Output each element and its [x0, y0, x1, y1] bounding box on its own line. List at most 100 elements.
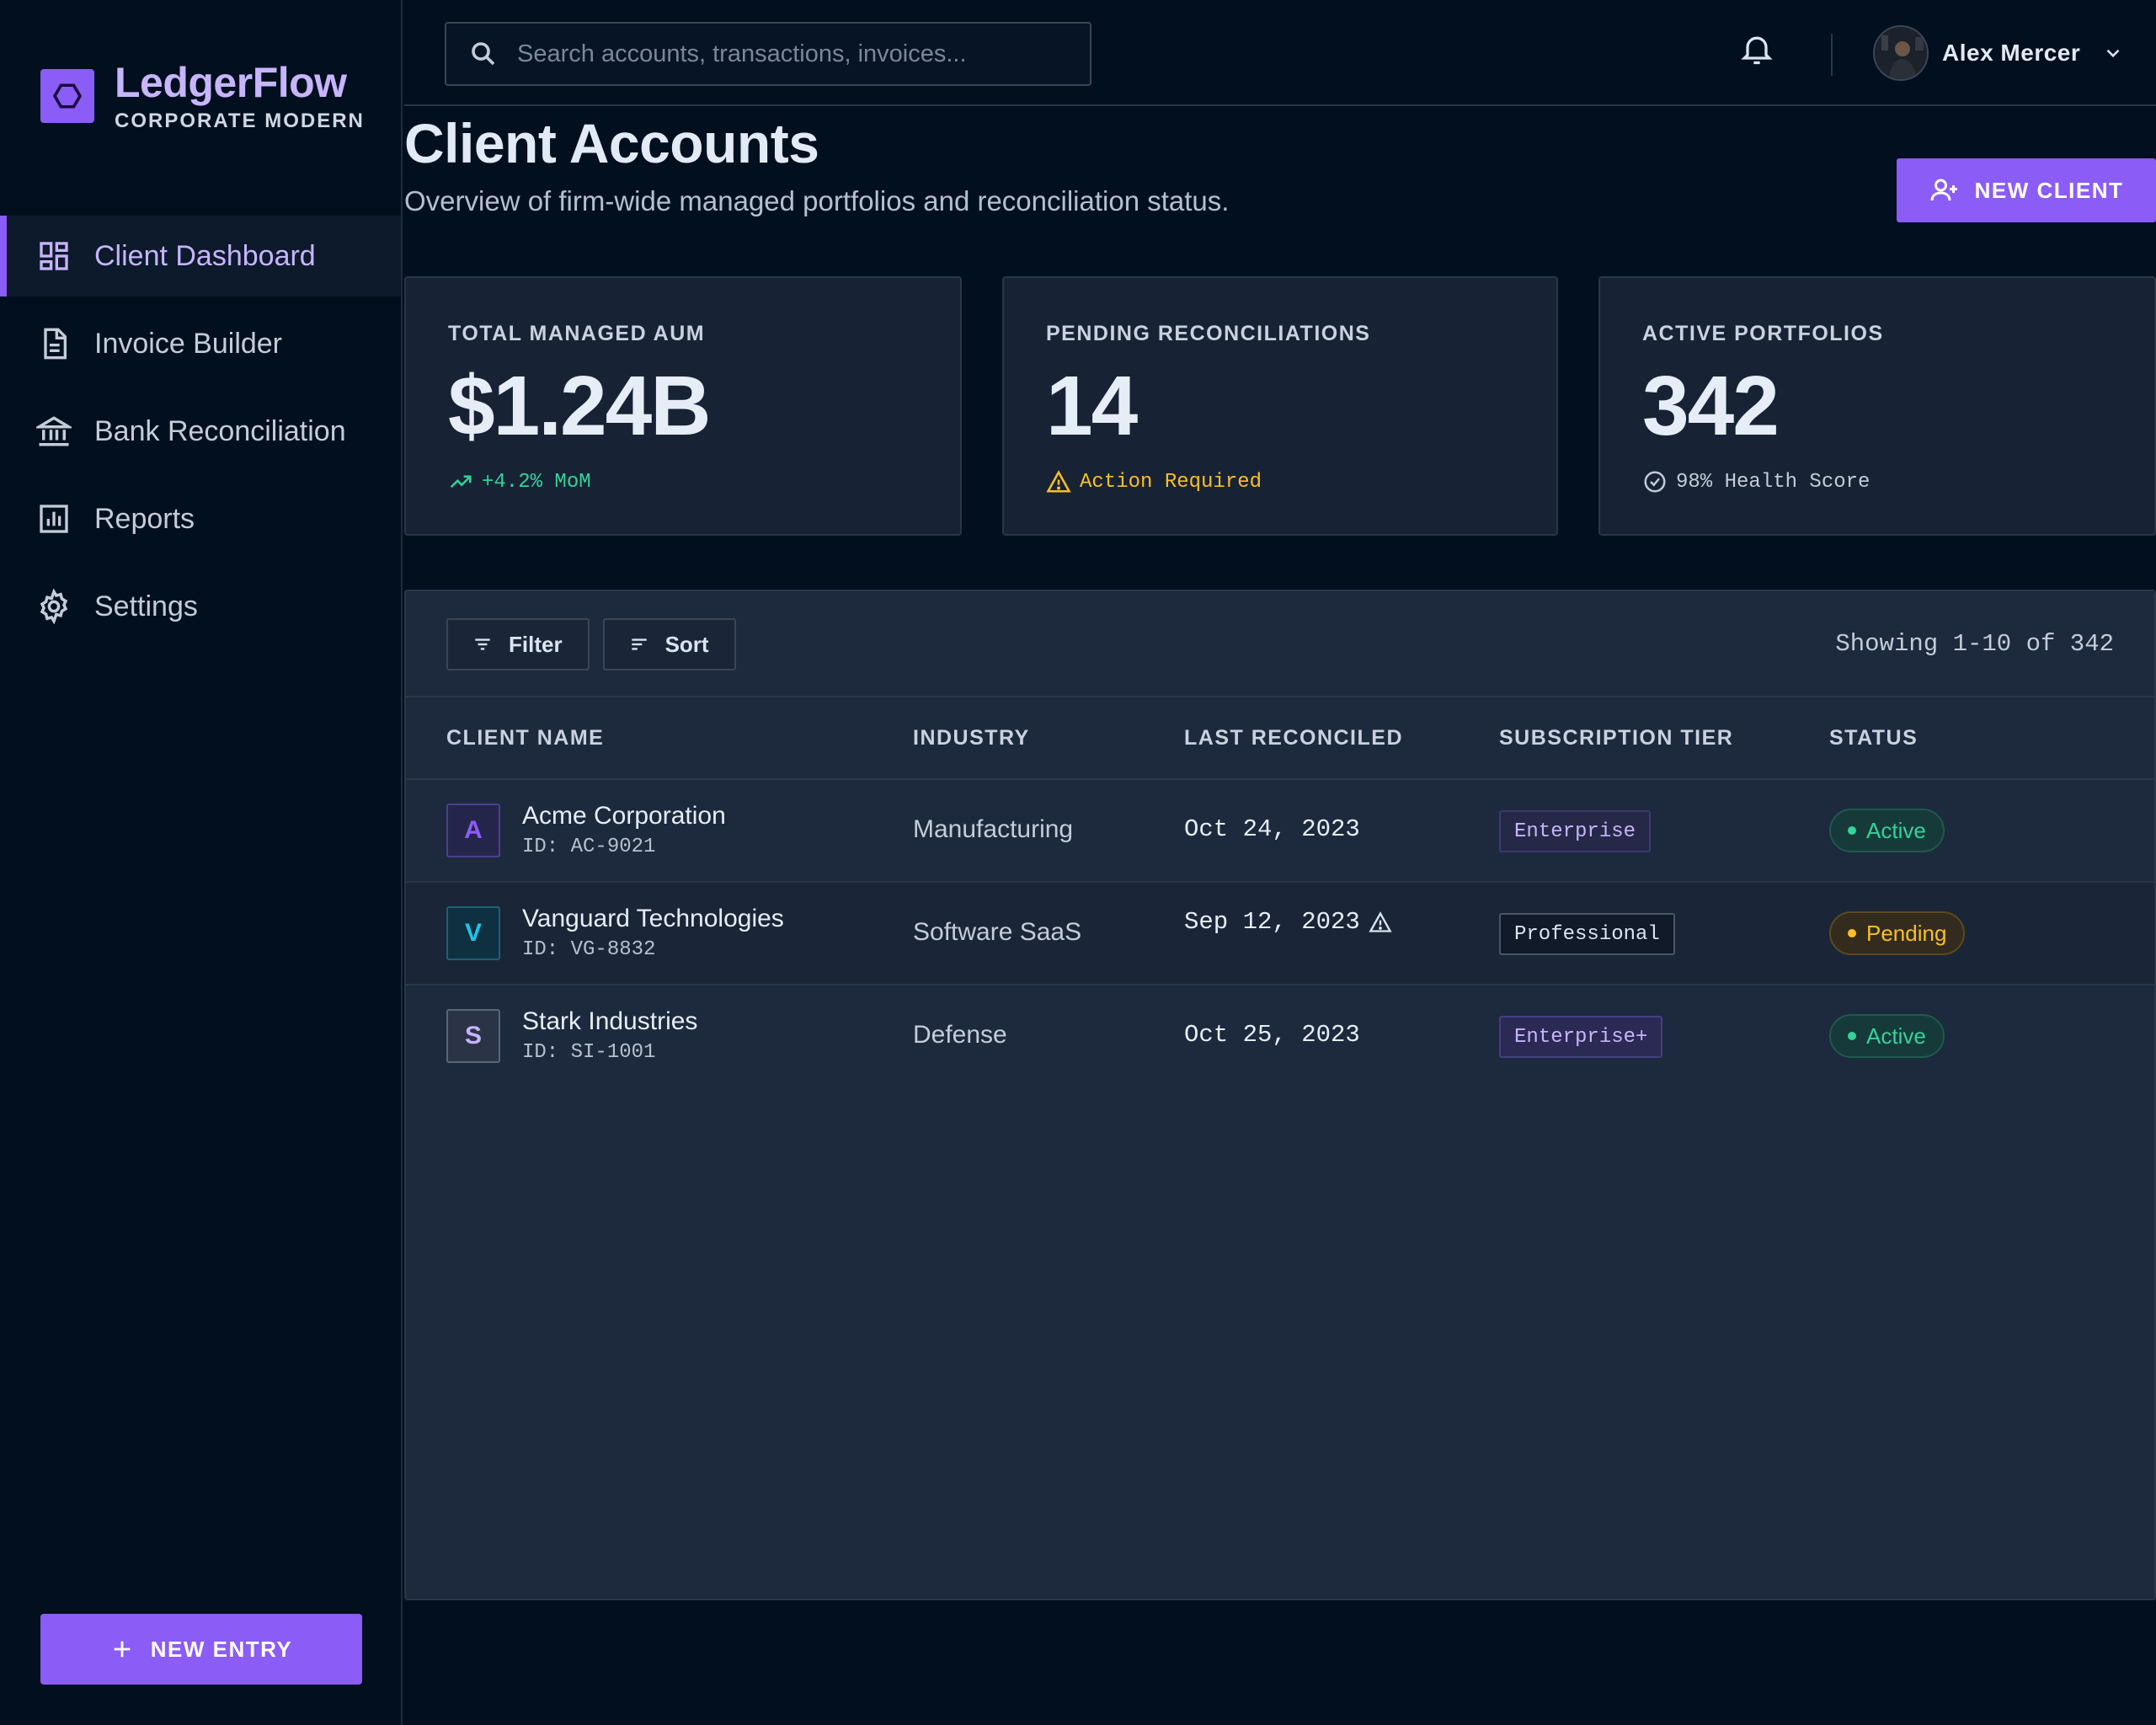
sort-icon [631, 638, 647, 650]
table-header: CLIENT NAME INDUSTRY LAST RECONCILED SUB… [406, 696, 2154, 780]
status-badge: Active [1829, 1014, 1945, 1058]
page-title: Client Accounts [404, 112, 819, 174]
avatar [1873, 25, 1929, 81]
brand-name: LedgerFlow [115, 59, 347, 106]
sidebar: LedgerFlow CORPORATE MODERN Client Dashb… [0, 0, 403, 1725]
column-header-industry[interactable]: INDUSTRY [913, 726, 1030, 750]
column-header-client-name[interactable]: CLIENT NAME [446, 726, 605, 750]
stat-footnote-text: +4.2% MoM [482, 470, 591, 494]
plus-icon [114, 1641, 131, 1658]
sidebar-item-client-dashboard[interactable]: Client Dashboard [0, 216, 401, 296]
last-reconciled-date: Sep 12, 2023 [1184, 908, 1392, 936]
stat-value: $1.24B [448, 359, 711, 453]
client-initial-badge: V [446, 906, 500, 960]
status-badge: Pending [1829, 911, 1966, 955]
filter-icon [475, 638, 490, 650]
client-initial-badge: S [446, 1009, 500, 1063]
divider [1831, 34, 1833, 76]
table-row[interactable]: V Vanguard Technologies ID: VG-8832 Soft… [406, 883, 2154, 985]
date-text: Oct 25, 2023 [1184, 1021, 1360, 1049]
filter-label: Filter [509, 631, 563, 657]
sidebar-item-label: Invoice Builder [94, 327, 283, 360]
user-menu[interactable]: Alex Mercer [1873, 25, 2124, 81]
warning-icon [1046, 470, 1071, 493]
stat-footnote-text: Action Required [1080, 470, 1262, 494]
new-entry-button[interactable]: NEW ENTRY [40, 1614, 362, 1685]
last-reconciled-date: Oct 24, 2023 [1184, 815, 1360, 843]
client-name[interactable]: Vanguard Technologies [522, 905, 784, 932]
bank-icon [35, 413, 72, 450]
status-dot-icon [1848, 826, 1856, 835]
client-id: ID: AC-9021 [522, 836, 656, 858]
sidebar-item-bank-reconciliation[interactable]: Bank Reconciliation [0, 391, 401, 472]
date-text: Oct 24, 2023 [1184, 815, 1360, 843]
sort-label: Sort [664, 631, 709, 657]
brand[interactable]: LedgerFlow CORPORATE MODERN [40, 59, 365, 133]
warning-icon [1369, 911, 1392, 932]
client-industry: Software SaaS [913, 918, 1082, 946]
table-row[interactable]: A Acme Corporation ID: AC-9021 Manufactu… [406, 780, 2154, 883]
sidebar-item-reports[interactable]: Reports [0, 478, 401, 559]
stat-footnote: 98% Health Score [1642, 469, 2154, 494]
sidebar-item-label: Client Dashboard [94, 239, 316, 272]
sidebar-nav: Client Dashboard Invoice Builder Bank Re… [0, 216, 401, 654]
brand-subtitle: CORPORATE MODERN [115, 109, 365, 132]
chevron-down-icon [2106, 49, 2120, 58]
stat-card-pending: PENDING RECONCILIATIONS 14 Action Requir… [1002, 276, 1558, 536]
column-header-last-reconciled[interactable]: LAST RECONCILED [1184, 726, 1403, 750]
status-dot-icon [1848, 1032, 1856, 1040]
status-text: Active [1866, 817, 1926, 843]
column-header-subscription-tier[interactable]: SUBSCRIPTION TIER [1499, 726, 1734, 750]
date-text: Sep 12, 2023 [1184, 908, 1360, 936]
sort-button[interactable]: Sort [602, 618, 736, 670]
stat-label: ACTIVE PORTFOLIOS [1642, 322, 1884, 345]
sidebar-item-label: Settings [94, 590, 198, 622]
dashboard-icon [35, 238, 72, 275]
table-toolbar: Filter Sort [446, 618, 750, 670]
stat-card-aum: TOTAL MANAGED AUM $1.24B +4.2% MoM [404, 276, 962, 536]
pagination-summary: Showing 1-10 of 342 [1835, 630, 2114, 658]
stat-footnote: +4.2% MoM [448, 469, 960, 494]
search-icon [472, 42, 495, 66]
new-client-button[interactable]: NEW CLIENT [1897, 158, 2156, 222]
tier-badge: Enterprise+ [1499, 1016, 1663, 1058]
search-input[interactable] [517, 40, 1056, 68]
check-circle-icon [1644, 471, 1666, 493]
client-name[interactable]: Acme Corporation [522, 802, 726, 830]
client-id: ID: VG-8832 [522, 938, 656, 961]
client-industry: Defense [913, 1021, 1007, 1049]
new-entry-label: NEW ENTRY [150, 1636, 293, 1662]
stat-footnote-text: 98% Health Score [1676, 470, 1870, 494]
stat-value: 14 [1046, 359, 1138, 453]
filter-button[interactable]: Filter [446, 618, 590, 670]
stat-label: TOTAL MANAGED AUM [448, 322, 706, 345]
table-row[interactable]: S Stark Industries ID: SI-1001 Defense O… [406, 985, 2154, 1088]
user-name: Alex Mercer [1942, 40, 2081, 66]
column-header-status[interactable]: STATUS [1829, 726, 1919, 750]
stat-label: PENDING RECONCILIATIONS [1046, 322, 1371, 345]
top-bar: Alex Mercer [404, 0, 2156, 106]
status-text: Active [1866, 1023, 1926, 1049]
notification-bell-icon[interactable] [1738, 30, 1779, 71]
tier-badge: Professional [1499, 913, 1675, 955]
bar-chart-icon [35, 500, 72, 537]
search-box[interactable] [445, 22, 1091, 86]
sidebar-item-invoice-builder[interactable]: Invoice Builder [0, 303, 401, 384]
document-icon [35, 325, 72, 362]
hexagon-logo-icon [40, 69, 94, 123]
trending-up-icon [450, 475, 472, 489]
page-subtitle: Overview of firm-wide managed portfolios… [404, 185, 1230, 216]
sidebar-item-label: Reports [94, 502, 195, 535]
sidebar-item-label: Bank Reconciliation [94, 414, 346, 447]
sidebar-item-settings[interactable]: Settings [0, 566, 401, 647]
stat-value: 342 [1642, 359, 1780, 453]
add-user-icon [1930, 179, 1957, 201]
client-name[interactable]: Stark Industries [522, 1007, 698, 1035]
client-initial-badge: A [446, 804, 500, 857]
client-industry: Manufacturing [913, 815, 1074, 843]
new-client-label: NEW CLIENT [1974, 177, 2124, 203]
gear-icon [35, 588, 72, 625]
status-text: Pending [1866, 920, 1947, 946]
clients-table-panel: Filter Sort Showing 1-10 of 342 CLIENT N… [404, 590, 2156, 1600]
